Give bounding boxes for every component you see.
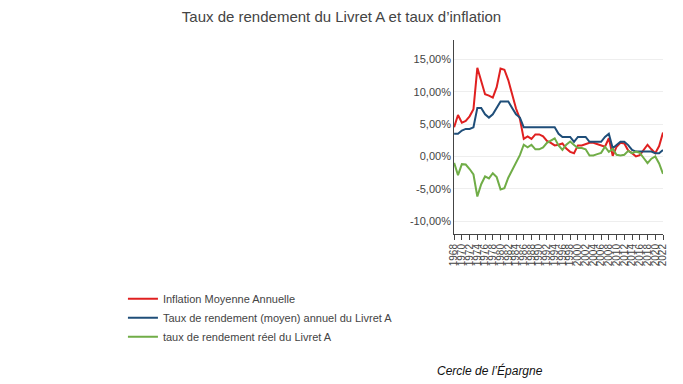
svg-text:2022: 2022 — [657, 244, 668, 267]
svg-text:2006: 2006 — [595, 244, 606, 267]
svg-text:1996: 1996 — [557, 244, 568, 267]
svg-text:1988: 1988 — [526, 244, 537, 267]
svg-text:1970: 1970 — [456, 244, 467, 267]
svg-text:-5,00%: -5,00% — [416, 183, 451, 195]
svg-text:Taux de rendement (moyen) annu: Taux de rendement (moyen) annuel du Livr… — [163, 312, 392, 324]
svg-text:1994: 1994 — [549, 244, 560, 267]
svg-text:2010: 2010 — [611, 244, 622, 267]
svg-text:5,00%: 5,00% — [420, 118, 451, 130]
svg-text:0,00%: 0,00% — [420, 150, 451, 162]
svg-text:2008: 2008 — [603, 244, 614, 267]
svg-text:2004: 2004 — [588, 244, 599, 267]
svg-text:2020: 2020 — [650, 244, 661, 267]
svg-text:1974: 1974 — [472, 244, 483, 267]
svg-text:2016: 2016 — [634, 244, 645, 267]
svg-text:-10,00%: -10,00% — [410, 215, 451, 227]
svg-text:1968: 1968 — [448, 244, 459, 267]
svg-text:10,00%: 10,00% — [414, 86, 452, 98]
svg-text:1980: 1980 — [495, 244, 506, 267]
svg-text:15,00%: 15,00% — [414, 53, 452, 65]
svg-text:2014: 2014 — [626, 244, 637, 267]
svg-text:1976: 1976 — [479, 244, 490, 267]
svg-text:1986: 1986 — [518, 244, 529, 267]
svg-text:2000: 2000 — [572, 244, 583, 267]
svg-text:2012: 2012 — [619, 244, 630, 267]
svg-text:1998: 1998 — [564, 244, 575, 267]
svg-text:1978: 1978 — [487, 244, 498, 267]
svg-text:2002: 2002 — [580, 244, 591, 267]
svg-text:Inflation Moyenne Annuelle: Inflation Moyenne Annuelle — [163, 293, 295, 305]
svg-text:1972: 1972 — [464, 244, 475, 267]
svg-text:1984: 1984 — [510, 244, 521, 267]
svg-text:1982: 1982 — [503, 244, 514, 267]
svg-text:1990: 1990 — [533, 244, 544, 267]
svg-text:Cercle de l’Épargne: Cercle de l’Épargne — [437, 363, 543, 378]
svg-text:1992: 1992 — [541, 244, 552, 267]
svg-text:2018: 2018 — [642, 244, 653, 267]
svg-text:Taux de rendement du Livret A: Taux de rendement du Livret A et taux d’… — [182, 8, 501, 25]
svg-text:taux de rendement réel du Livr: taux de rendement réel du Livret A — [163, 331, 332, 343]
